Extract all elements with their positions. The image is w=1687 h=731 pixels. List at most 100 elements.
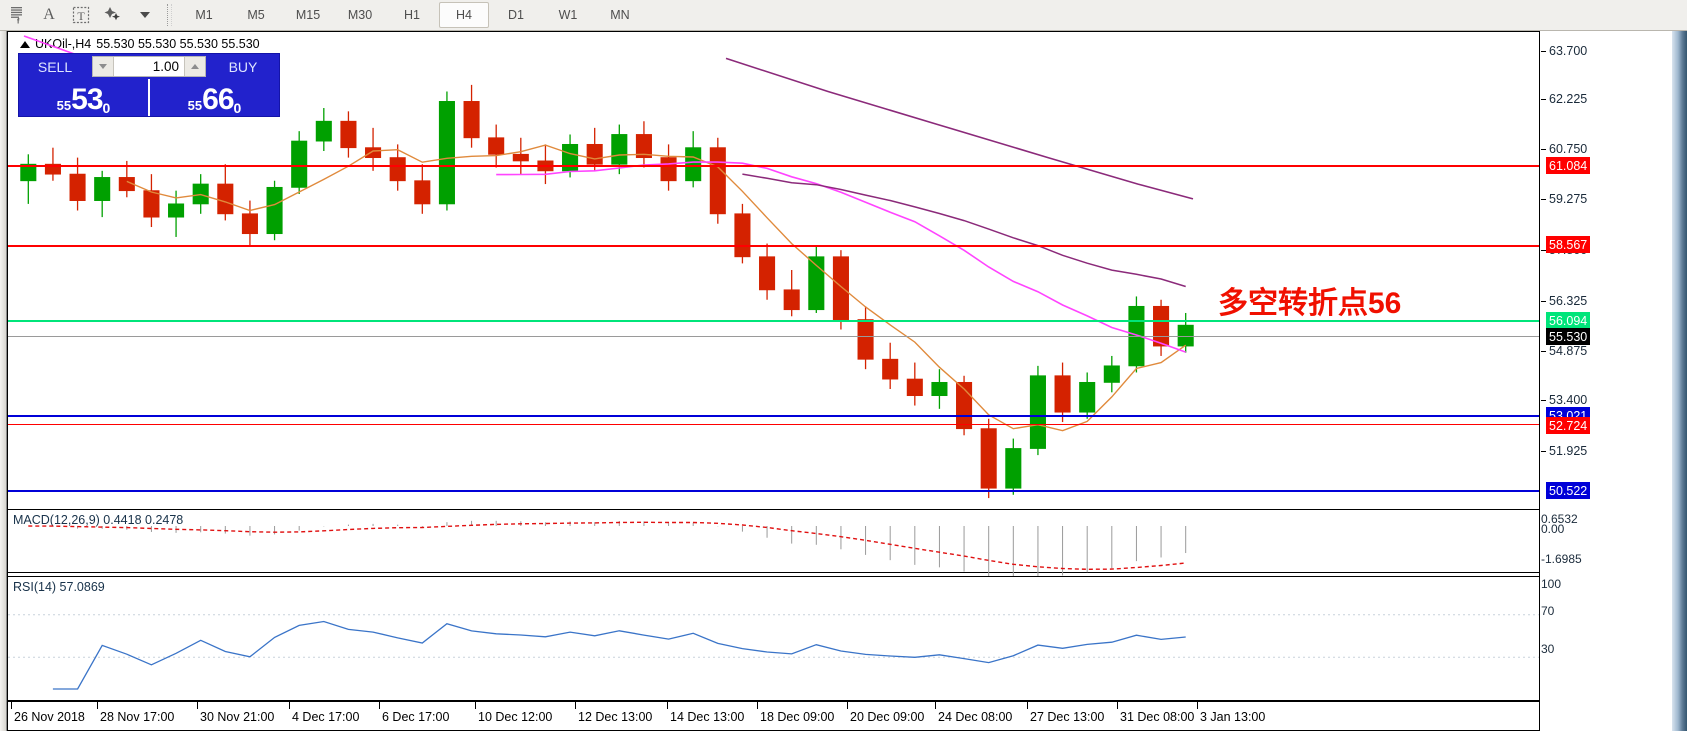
collapse-triangle-icon[interactable] [20, 40, 30, 48]
timeframe-mn[interactable]: MN [610, 8, 630, 22]
timeframe-m5[interactable]: M5 [247, 8, 265, 22]
time-axis-tick [475, 702, 476, 709]
objects-icon[interactable] [98, 2, 128, 28]
time-axis-tick [667, 702, 668, 709]
caret-down-icon [99, 64, 107, 69]
price-tick-56325: 56.325 [1541, 293, 1667, 309]
time-axis-tick [97, 702, 98, 709]
toolbar-separator [167, 4, 172, 26]
svg-text:T: T [77, 9, 85, 23]
sell-button[interactable]: SELL [19, 54, 91, 79]
lot-increase-button[interactable] [184, 57, 205, 76]
time-axis-tick [11, 702, 12, 709]
macd-indicator-panel[interactable]: MACD(12,26,9) 0.4418 0.2478 [7, 509, 1540, 580]
symbol-ohlc: 55.530 55.530 55.530 55.530 [96, 37, 260, 51]
macd-tick-zero: 0.00 [1541, 522, 1565, 536]
level-line-52724 [8, 424, 1539, 425]
price-badge-last-price-55530: 55.530 [1546, 328, 1591, 345]
price-badge-resistance-58567: 58.567 [1546, 236, 1591, 253]
rsi-tick-70: 70 [1541, 604, 1555, 618]
price-tick-51925: 51.925 [1541, 443, 1667, 459]
timeframe-m30[interactable]: M30 [347, 8, 373, 22]
chart-annotation-text: 多空转折点56 [1218, 287, 1402, 320]
sell-price[interactable]: 55 53 0 [19, 79, 148, 116]
time-axis-label: 12 Dec 13:00 [578, 710, 653, 724]
price-tick-63700: 63.700 [1541, 43, 1667, 59]
time-axis-tick [379, 702, 380, 709]
time-axis-label: 4 Dec 17:00 [292, 710, 360, 724]
macd-series [28, 520, 1187, 580]
caret-up-icon [191, 64, 199, 69]
main-toolbar: f A T M1 M5 M15 M30 H1 H4 D1 W1 MN [0, 0, 1687, 31]
lot-size-value[interactable]: 1.00 [152, 59, 179, 74]
sell-price-prefix: 55 [56, 98, 72, 113]
vertical-scrollbar[interactable] [1672, 31, 1687, 731]
time-axis-tick [935, 702, 936, 709]
price-badge-resistance-56094: 56.094 [1546, 312, 1591, 329]
candlestick-series [20, 57, 1194, 499]
rsi-tick-100: 100 [1541, 577, 1562, 591]
macd-tick-min: -1.6985 [1541, 552, 1582, 566]
macd-tick-max: 0.6532 [1541, 512, 1578, 526]
time-axis-tick [847, 702, 848, 709]
time-axis-label: 18 Dec 09:00 [760, 710, 835, 724]
symbol-name: UKOil-,H4 [35, 37, 92, 51]
chart-frame: 多空转折点56 UKOil-,H4 55.530 55.530 55.530 5… [0, 31, 1687, 731]
buy-price[interactable]: 55 66 0 [150, 79, 279, 116]
price-badge-support-52724: 52.724 [1546, 417, 1591, 434]
price-tick-59275: 59.275 [1541, 191, 1667, 207]
text-label-icon[interactable]: T [66, 2, 96, 28]
time-axis-tick [289, 702, 290, 709]
time-axis[interactable]: 26 Nov 2018 28 Nov 17:00 30 Nov 21:00 4 Dec… [7, 701, 1540, 731]
symbol-header: UKOil-,H4 55.530 55.530 55.530 55.530 [20, 37, 260, 51]
timeframe-m1[interactable]: M1 [195, 8, 213, 22]
price-axis[interactable]: 63.700 62.225 60.750 59.275 57.800 56.32… [1541, 31, 1667, 701]
time-axis-label: 14 Dec 13:00 [670, 710, 745, 724]
level-line-last-price [8, 336, 1539, 337]
time-axis-label: 6 Dec 17:00 [382, 710, 450, 724]
buy-price-fraction: 0 [233, 100, 242, 116]
sell-price-main: 53 [71, 83, 103, 116]
level-line-61084 [8, 165, 1539, 167]
timeframe-w1[interactable]: W1 [558, 8, 578, 22]
lot-decrease-button[interactable] [93, 57, 114, 76]
buy-price-prefix: 55 [187, 98, 203, 113]
timeframe-d1[interactable]: D1 [508, 8, 524, 22]
time-axis-tick [1117, 702, 1118, 709]
sell-price-fraction: 0 [102, 100, 111, 116]
lot-size-stepper[interactable]: 1.00 [92, 56, 206, 77]
price-tick-62225: 62.225 [1541, 91, 1667, 107]
time-axis-label: 20 Dec 09:00 [850, 710, 925, 724]
timeframe-h4[interactable]: H4 [439, 2, 489, 28]
buy-button[interactable]: BUY [207, 54, 279, 79]
one-click-trading-panel[interactable]: SELL 1.00 BUY 55 53 0 55 66 0 [18, 53, 280, 117]
level-line-58567 [8, 245, 1539, 247]
chevron-down-icon[interactable] [130, 2, 160, 28]
time-axis-tick [197, 702, 198, 709]
time-axis-tick [1197, 702, 1198, 709]
time-axis-label: 24 Dec 08:00 [938, 710, 1013, 724]
time-axis-label: 3 Jan 13:00 [1200, 710, 1266, 724]
time-axis-label: 30 Nov 21:00 [200, 710, 275, 724]
time-axis-label: 27 Dec 13:00 [1030, 710, 1105, 724]
text-tool-icon[interactable]: A [43, 6, 55, 23]
rsi-tick-30: 30 [1541, 642, 1555, 656]
time-axis-tick [1027, 702, 1028, 709]
time-axis-tick [575, 702, 576, 709]
indicator-list-icon[interactable]: f [2, 2, 32, 28]
freehand-doodle [23, 35, 81, 57]
trade-panel-divider [148, 79, 150, 116]
trade-panel-top-row: SELL 1.00 BUY [19, 54, 279, 79]
rsi-indicator-panel[interactable]: RSI(14) 57.0869 [7, 576, 1540, 701]
buy-price-main: 66 [202, 83, 234, 116]
rsi-series [8, 614, 1539, 690]
timeframe-m15[interactable]: M15 [295, 8, 321, 22]
timeframe-h1[interactable]: H1 [404, 8, 420, 22]
chart-left-gutter [0, 31, 7, 731]
trade-panel-prices: 55 53 0 55 66 0 [19, 79, 279, 116]
price-tick-54875: 54.875 [1541, 343, 1667, 359]
svg-text:f: f [17, 19, 20, 25]
rsi-label: RSI(14) 57.0869 [13, 580, 105, 594]
level-line-50522 [8, 490, 1539, 492]
price-badge-support-50522: 50.522 [1546, 482, 1591, 499]
